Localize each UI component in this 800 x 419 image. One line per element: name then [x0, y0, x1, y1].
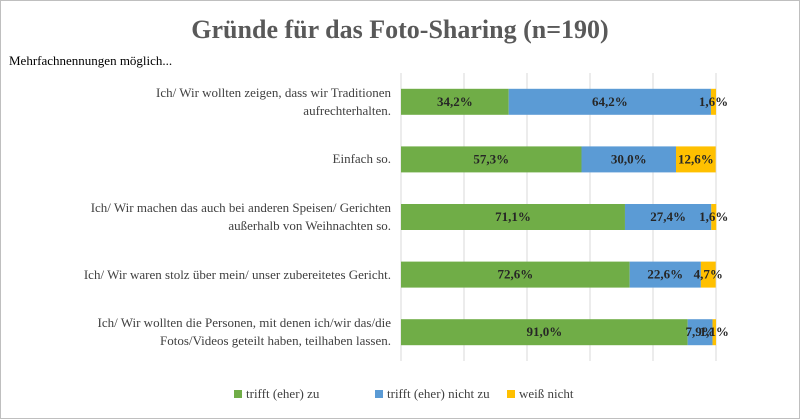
bar-segment — [687, 319, 713, 346]
data-label: 1,6% — [699, 209, 728, 224]
category-label: Ich/ Wir wollten die Personen, mit denen… — [97, 315, 391, 349]
bar-segment — [401, 319, 688, 346]
bar-segment — [700, 261, 716, 288]
bar-segment — [629, 261, 701, 288]
data-label: 4,7% — [694, 267, 723, 282]
bar-segment — [581, 146, 676, 173]
data-label: 7,9% — [685, 324, 714, 339]
category-label: Einfach so. — [332, 151, 391, 167]
legend-swatch — [375, 390, 383, 398]
category-label: Ich/ Wir waren stolz über mein/ unser zu… — [83, 266, 391, 282]
bar-segment — [401, 204, 625, 230]
bar-segment — [401, 88, 509, 115]
bar-segment — [401, 146, 582, 173]
bar-segment — [675, 146, 716, 173]
data-label: 30,0% — [611, 151, 647, 166]
data-label: 57,3% — [473, 151, 509, 166]
bar-segment — [711, 204, 717, 230]
data-label: 72,6% — [497, 267, 533, 282]
bar-segment — [710, 88, 716, 115]
data-label: 1,6% — [699, 94, 728, 109]
legend-label: weiß nicht — [519, 386, 574, 401]
category-label: Ich/ Wir wollten zeigen, dass wir Tradit… — [155, 84, 391, 118]
data-label: 22,6% — [647, 267, 683, 282]
data-label: 12,6% — [678, 151, 714, 166]
bar-segment — [712, 319, 716, 346]
chart-title: Gründe für das Foto-Sharing (n=190) — [191, 15, 609, 44]
data-label: 64,2% — [592, 94, 628, 109]
legend-swatch — [234, 390, 242, 398]
data-label: 27,4% — [650, 209, 686, 224]
bar-segment — [508, 88, 711, 115]
data-label: 91,0% — [526, 324, 562, 339]
chart-subtitle: Mehrfachnennungen möglich... — [9, 53, 173, 68]
bar-segment — [624, 204, 712, 230]
data-label: 71,1% — [495, 209, 531, 224]
legend-label: trifft (eher) nicht zu — [387, 386, 490, 401]
bar-segment — [401, 261, 630, 288]
data-label: 34,2% — [437, 94, 473, 109]
legend-label: trifft (eher) zu — [246, 386, 320, 401]
data-label: 1,1% — [700, 324, 729, 339]
legend-swatch — [507, 390, 515, 398]
category-label: Ich/ Wir machen das auch bei anderen Spe… — [90, 200, 391, 233]
